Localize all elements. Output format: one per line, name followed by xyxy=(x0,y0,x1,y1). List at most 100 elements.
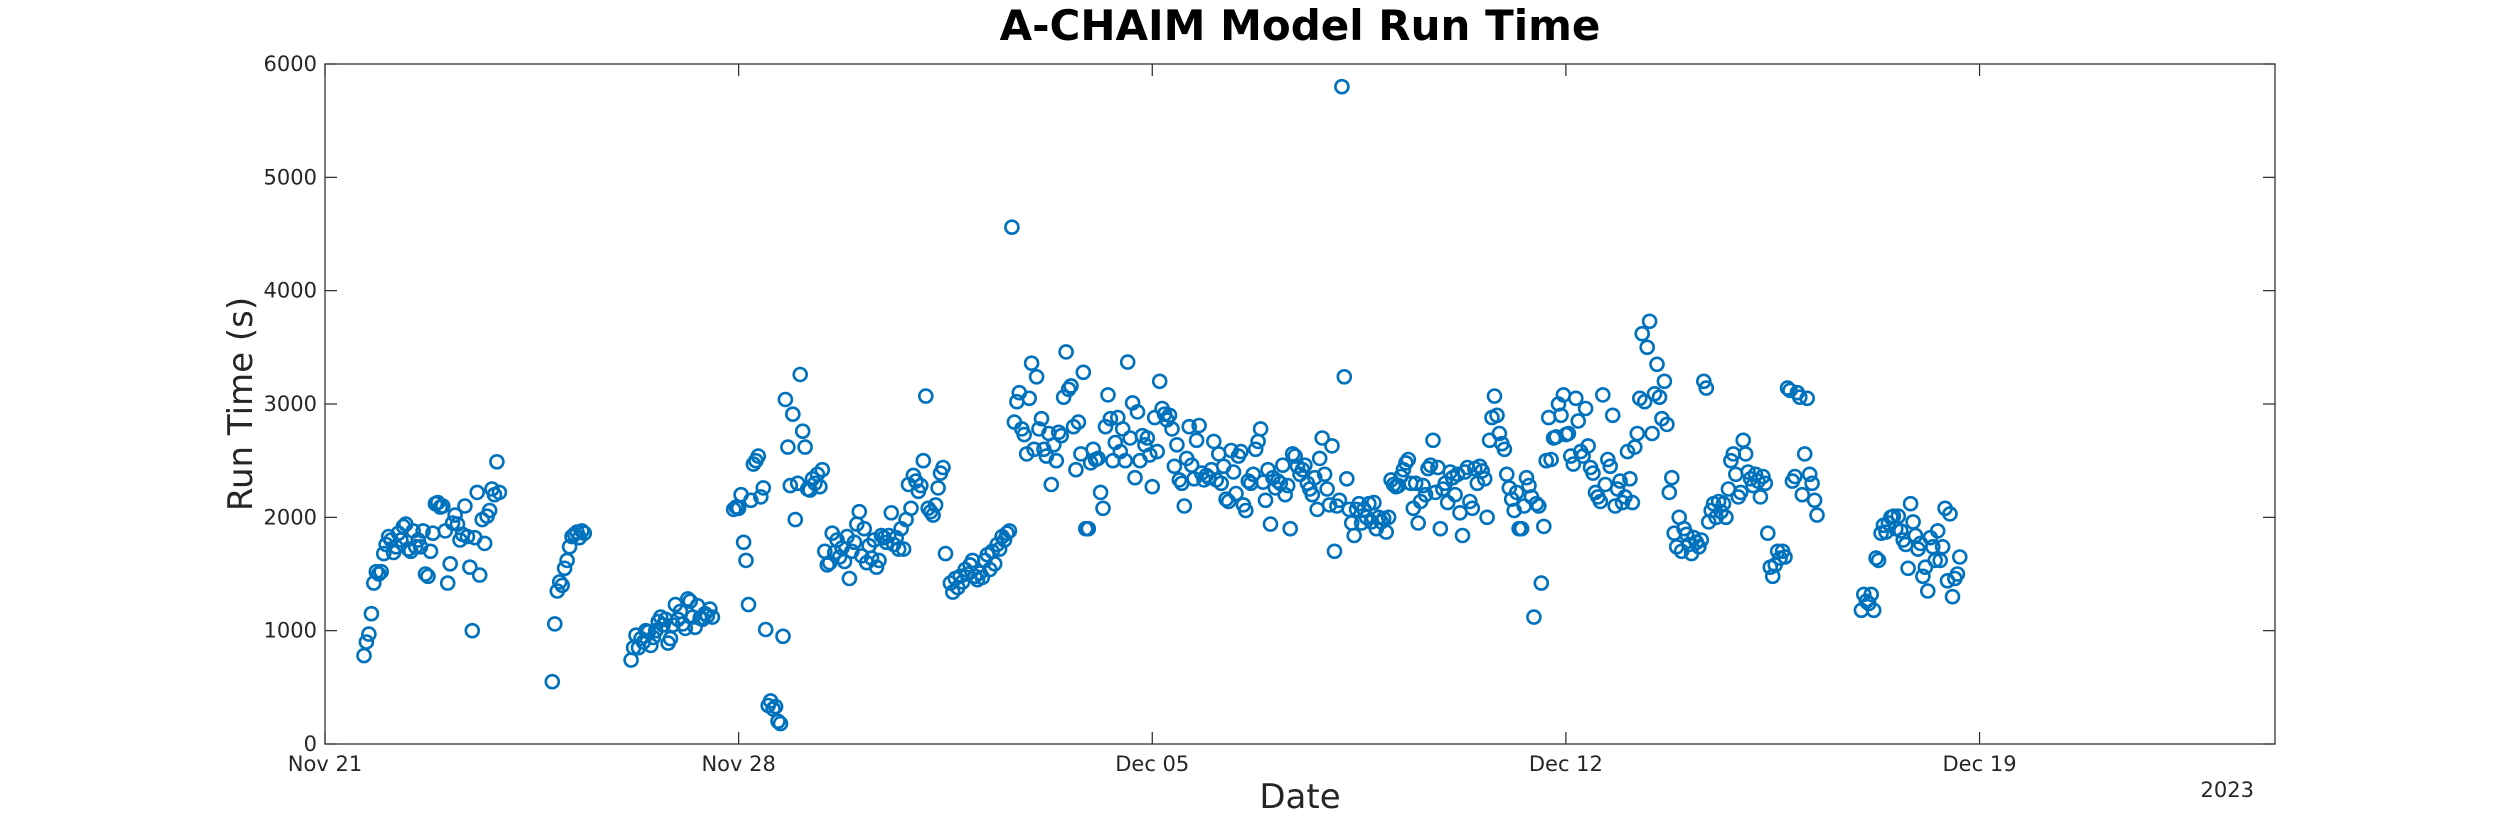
data-point xyxy=(576,525,593,542)
data-point xyxy=(1016,426,1032,443)
data-point xyxy=(1287,448,1303,464)
data-point xyxy=(1942,506,1958,522)
data-point xyxy=(1604,407,1621,424)
data-point xyxy=(1878,524,1894,540)
data-point xyxy=(935,459,951,476)
data-point xyxy=(1339,470,1355,487)
data-point xyxy=(871,552,887,569)
data-point xyxy=(662,630,679,647)
data-point xyxy=(1691,538,1707,555)
data-point xyxy=(574,523,590,539)
data-point xyxy=(437,523,454,539)
data-point xyxy=(702,601,718,617)
data-point xyxy=(1464,500,1481,517)
data-point xyxy=(1378,524,1394,540)
data-point xyxy=(1536,518,1552,535)
data-point xyxy=(1407,475,1424,492)
data-point xyxy=(1760,525,1776,542)
data-point xyxy=(1206,433,1222,450)
data-point xyxy=(755,480,772,496)
data-point xyxy=(1747,466,1764,483)
plot-area-frame xyxy=(324,63,2276,745)
chart-title: A-CHAIM Model Run Time xyxy=(1000,1,1601,50)
data-point xyxy=(1277,486,1293,503)
data-point xyxy=(1696,373,1712,390)
data-point xyxy=(1489,407,1505,424)
data-point xyxy=(1565,456,1582,472)
data-point xyxy=(1796,446,1813,462)
data-point xyxy=(1211,446,1227,462)
data-point xyxy=(912,477,929,494)
y-tick-label: 6000 xyxy=(264,52,317,76)
data-point xyxy=(883,504,900,521)
data-point xyxy=(1540,409,1557,426)
x-axis-label: Date xyxy=(1259,777,1340,817)
data-point xyxy=(1531,498,1547,514)
data-point xyxy=(1900,560,1916,577)
data-point xyxy=(1777,549,1793,565)
data-point xyxy=(1346,527,1362,544)
data-point xyxy=(1033,410,1050,427)
data-point xyxy=(447,507,463,523)
data-point xyxy=(459,528,476,545)
data-point xyxy=(1075,364,1092,381)
data-point xyxy=(1282,520,1298,537)
data-point xyxy=(1508,484,1525,501)
data-point xyxy=(1476,470,1493,487)
data-point xyxy=(1794,486,1811,503)
data-point xyxy=(1595,387,1611,403)
data-point xyxy=(814,461,831,478)
data-point xyxy=(743,492,759,509)
data-point xyxy=(1201,469,1217,486)
data-point xyxy=(1053,427,1069,444)
data-point xyxy=(1462,493,1478,510)
data-point xyxy=(363,605,380,622)
y-tick-label: 0 xyxy=(304,732,317,756)
data-point xyxy=(1055,389,1072,406)
x-tick-label: Dec 19 xyxy=(1943,752,2017,776)
data-point xyxy=(757,621,774,638)
data-point xyxy=(1479,509,1495,526)
data-point xyxy=(1262,516,1279,532)
data-point xyxy=(370,566,387,582)
data-point xyxy=(1048,452,1065,469)
data-point xyxy=(770,713,786,730)
data-point xyxy=(1622,470,1638,487)
data-point xyxy=(481,502,498,519)
data-point xyxy=(1639,339,1655,356)
data-point xyxy=(812,478,828,495)
data-point xyxy=(1636,393,1653,410)
data-point xyxy=(1528,495,1545,512)
data-point xyxy=(1425,432,1441,449)
data-point xyxy=(1213,475,1229,492)
data-point xyxy=(777,391,794,408)
data-point xyxy=(1809,507,1825,523)
data-point xyxy=(775,628,791,645)
data-point xyxy=(1366,494,1382,511)
data-point xyxy=(1001,523,1018,539)
data-point xyxy=(471,567,488,583)
data-point xyxy=(1026,441,1042,458)
data-point xyxy=(1486,388,1503,404)
y-tick-label: 3000 xyxy=(264,392,317,416)
data-point xyxy=(1634,325,1650,342)
data-point xyxy=(361,626,377,642)
data-point xyxy=(469,484,486,501)
data-point xyxy=(1934,538,1951,555)
data-point xyxy=(1422,457,1439,474)
data-point xyxy=(1644,425,1660,442)
data-point xyxy=(1580,438,1596,454)
data-point xyxy=(1092,484,1109,501)
data-point xyxy=(1380,509,1397,526)
data-point xyxy=(1068,461,1084,478)
data-point xyxy=(937,545,954,562)
data-point xyxy=(1656,373,1673,390)
data-point xyxy=(927,497,944,513)
data-point xyxy=(836,553,853,570)
data-point xyxy=(442,555,459,572)
data-point xyxy=(1513,520,1530,537)
data-point xyxy=(1304,486,1321,503)
data-point xyxy=(1927,552,1943,569)
data-point xyxy=(780,439,796,455)
x-axis-secondary-label: 2023 xyxy=(2201,778,2254,802)
